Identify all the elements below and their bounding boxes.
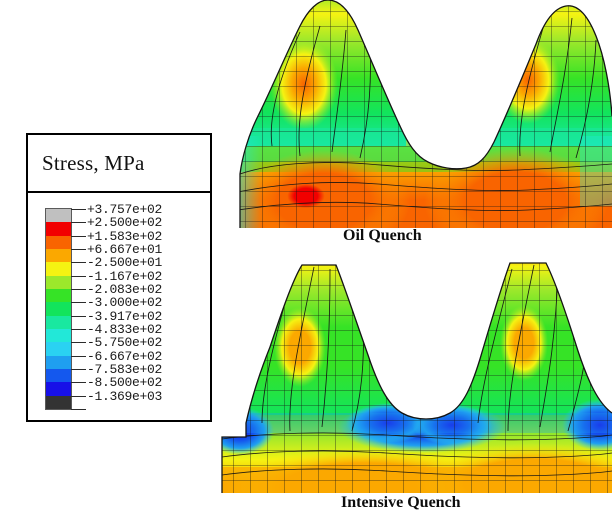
legend-swatch-blue — [46, 368, 71, 383]
legend-tick-label: -2.500e+01 — [87, 255, 163, 271]
legend-colorbar-area: +3.757e+02 +2.500e+02 +1.583e+02 +6.667e+01… — [28, 193, 210, 420]
legend-tick-mark — [71, 302, 86, 304]
legend-tick-mark — [71, 395, 86, 397]
legend-tick-mark — [71, 288, 86, 290]
legend-tick-mark — [71, 275, 86, 277]
intensive-quench-fringe-field — [222, 263, 612, 493]
legend-tick-label: -3.000e+02 — [87, 295, 163, 311]
legend-tick-mark — [71, 408, 86, 410]
legend-swatch-green — [46, 288, 71, 303]
legend-swatch-red — [46, 222, 71, 236]
intensive-quench-outline — [221, 262, 612, 493]
legend-tick-mark — [71, 315, 86, 317]
legend-tick-mark — [71, 235, 86, 237]
legend-tick-label: -6.667e+02 — [87, 348, 163, 364]
legend-title: Stress, MPa — [42, 150, 145, 175]
legend-title-bar: Stress, MPa — [28, 135, 210, 193]
legend-tick-label: -5.750e+02 — [87, 335, 163, 351]
oil-quench-outline — [239, 0, 612, 228]
legend-tick-mark — [71, 209, 86, 210]
legend-swatch-yellow-green — [46, 275, 71, 289]
legend-tick-label: -2.083e+02 — [87, 281, 163, 297]
legend-tick-mark — [71, 355, 86, 357]
legend-tick-mark — [71, 222, 86, 224]
legend-tick-label: -7.583e+02 — [87, 361, 163, 377]
oil-quench-contour-svg — [239, 0, 612, 228]
legend-swatch-above-max-gray — [46, 209, 71, 223]
caption-intensive-quench: Intensive Quench — [341, 494, 461, 511]
legend-swatch-turquoise — [46, 328, 71, 343]
legend-tick-label: -1.369e+03 — [87, 388, 163, 404]
intensive-quench-contour-svg — [221, 262, 612, 493]
legend-tick-mark — [71, 262, 86, 264]
fea-model-oil-quench — [228, 0, 612, 228]
legend-tick-label: -8.500e+02 — [87, 375, 163, 391]
legend-swatch-green-cyan — [46, 302, 71, 316]
legend-tick-mark — [71, 368, 86, 370]
legend-swatch-cyan — [46, 342, 71, 356]
legend-tick-mark — [71, 382, 86, 384]
legend-tick-mark — [71, 328, 86, 330]
legend-swatch-orange-red — [46, 235, 71, 249]
legend-tick-label: +3.757e+02 — [87, 202, 163, 217]
legend-tick-label: +1.583e+02 — [87, 228, 163, 244]
legend-swatch-spring-green — [46, 315, 71, 329]
legend-tick-mark — [71, 342, 86, 344]
legend-tick-label: -4.833e+02 — [87, 321, 163, 337]
legend-tick-label: +6.667e+01 — [87, 241, 163, 257]
legend-tick-label: -3.917e+02 — [87, 308, 163, 324]
legend-swatch-yellow — [46, 262, 71, 276]
oil-quench-fringe-field — [240, 0, 612, 228]
legend-swatch-amber — [46, 248, 71, 263]
legend-color-swatches — [45, 208, 72, 410]
legend-tick-mark — [71, 248, 86, 250]
legend-tick-label: -1.167e+02 — [87, 268, 163, 284]
legend-swatch-below-min-dark-gray — [46, 395, 71, 409]
caption-oil-quench: Oil Quench — [343, 227, 422, 244]
legend-tick-label: +2.500e+02 — [87, 215, 163, 231]
stress-legend: Stress, MPa +3.757e+02 +2.500e+02 +1.583e+… — [26, 133, 212, 422]
legend-swatch-deep-blue — [46, 382, 71, 396]
fea-model-intensive-quench — [216, 255, 612, 493]
legend-swatch-light-blue — [46, 355, 71, 369]
